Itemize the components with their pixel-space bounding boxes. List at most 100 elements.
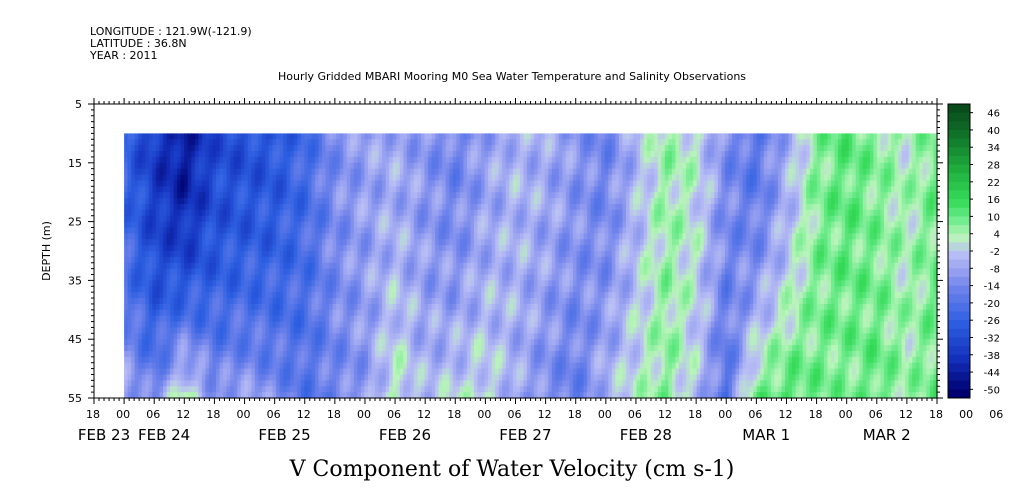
- heatmap-cell: [406, 168, 411, 176]
- heatmap-cell: [230, 227, 235, 234]
- heatmap-cell: [459, 303, 465, 311]
- heatmap-cell: [300, 145, 305, 152]
- heatmap-cell: [410, 321, 415, 329]
- heatmap-cell: [265, 374, 270, 381]
- heatmap-cell: [417, 286, 422, 293]
- heatmap-cell: [187, 315, 192, 323]
- heatmap-cell: [152, 198, 157, 205]
- heatmap-cell: [322, 356, 327, 364]
- heatmap-cell: [343, 151, 348, 158]
- heatmap-cell: [230, 174, 235, 182]
- heatmap-cell: [343, 292, 348, 299]
- heatmap-cell: [445, 345, 450, 352]
- heatmap-cell: [198, 215, 203, 223]
- heatmap-cell: [399, 174, 404, 182]
- heatmap-cell: [237, 356, 242, 364]
- heatmap-cell: [237, 180, 242, 187]
- heatmap-cell: [420, 280, 426, 287]
- heatmap-cell: [258, 209, 263, 217]
- heatmap-cell: [329, 239, 334, 246]
- heatmap-cell: [512, 309, 518, 317]
- heatmap-cell: [481, 315, 486, 323]
- heatmap-cell: [141, 233, 146, 240]
- heatmap-cell: [474, 386, 479, 393]
- heatmap-cell: [346, 139, 351, 146]
- heatmap-cell: [145, 256, 150, 264]
- heatmap-cell: [403, 186, 408, 193]
- heatmap-cell: [254, 139, 260, 146]
- heatmap-cell: [152, 392, 157, 399]
- heatmap-cell: [286, 151, 291, 158]
- heatmap-cell: [466, 362, 472, 370]
- heatmap-cell: [237, 298, 242, 305]
- heatmap-cell: [452, 386, 457, 393]
- heatmap-cell: [177, 174, 182, 182]
- heatmap-cell: [350, 345, 355, 352]
- heatmap-cell: [470, 168, 475, 176]
- heatmap-cell: [141, 333, 146, 340]
- heatmap-cell: [258, 198, 263, 205]
- heatmap-cell: [244, 239, 249, 246]
- heatmap-cell: [131, 145, 136, 152]
- heatmap-cell: [322, 362, 327, 370]
- heatmap-cell: [449, 333, 454, 340]
- heatmap-cell: [367, 139, 373, 146]
- heatmap-cell: [124, 156, 129, 164]
- heatmap-cell: [357, 392, 362, 399]
- heatmap-cell: [382, 345, 387, 352]
- heatmap-cell: [449, 356, 454, 364]
- heatmap-cell: [396, 374, 401, 381]
- heatmap-cell: [367, 315, 373, 323]
- heatmap-cell: [442, 256, 447, 264]
- heatmap-cell: [392, 192, 397, 199]
- heatmap-cell: [403, 192, 408, 199]
- heatmap-cell: [367, 380, 373, 387]
- heatmap-cell: [212, 274, 217, 281]
- heatmap-cell: [456, 368, 461, 376]
- heatmap-cell: [170, 209, 175, 217]
- heatmap-cell: [307, 292, 313, 299]
- heatmap-cell: [318, 139, 323, 146]
- heatmap-cell: [442, 333, 447, 340]
- heatmap-cell: [375, 245, 380, 252]
- heatmap-cell: [187, 221, 192, 229]
- heatmap-cell: [332, 280, 337, 287]
- heatmap-cell: [141, 198, 146, 205]
- heatmap-cell: [184, 245, 189, 252]
- heatmap-cell: [279, 392, 284, 399]
- heatmap-cell: [389, 339, 394, 346]
- heatmap-cell: [491, 227, 496, 234]
- heatmap-cell: [336, 362, 341, 370]
- heatmap-cell: [382, 380, 387, 387]
- heatmap-cell: [364, 268, 369, 276]
- heatmap-cell: [466, 192, 472, 199]
- heatmap-cell: [191, 233, 196, 240]
- heatmap-cell: [286, 198, 291, 205]
- heatmap-cell: [226, 133, 231, 140]
- heatmap-cell: [382, 174, 387, 182]
- heatmap-cell: [382, 368, 387, 376]
- heatmap-cell: [417, 180, 422, 187]
- heatmap-cell: [237, 280, 242, 287]
- heatmap-cell: [477, 292, 482, 299]
- heatmap-cell: [307, 280, 313, 287]
- heatmap-cell: [371, 274, 376, 281]
- heatmap-cell: [378, 203, 383, 211]
- heatmap-cell: [184, 356, 189, 364]
- heatmap-cell: [399, 374, 404, 381]
- heatmap-cell: [177, 286, 182, 293]
- heatmap-cell: [180, 362, 185, 370]
- heatmap-cell: [261, 156, 267, 164]
- heatmap-cell: [191, 209, 196, 217]
- heatmap-cell: [438, 162, 443, 170]
- heatmap-cell: [251, 309, 256, 317]
- heatmap-cell: [428, 245, 433, 252]
- heatmap-cell: [413, 221, 419, 229]
- heatmap-cell: [297, 292, 302, 299]
- heatmap-cell: [502, 198, 507, 205]
- heatmap-cell: [265, 162, 270, 170]
- heatmap-cell: [442, 268, 447, 276]
- heatmap-cell: [498, 162, 503, 170]
- heatmap-cell: [357, 286, 362, 293]
- heatmap-cell: [495, 339, 500, 346]
